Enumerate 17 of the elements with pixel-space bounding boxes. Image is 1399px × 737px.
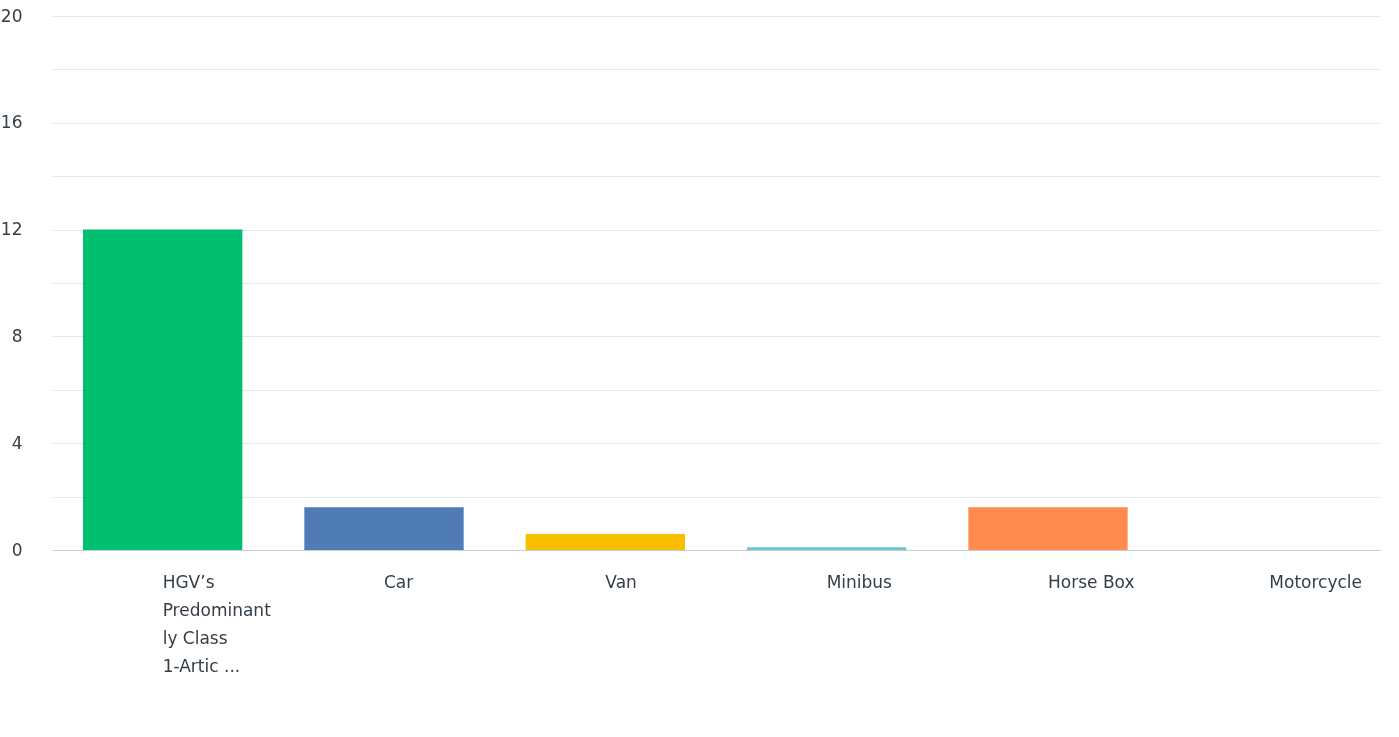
y-tick-label: 4	[11, 432, 23, 453]
y-tick-label: 8	[11, 325, 23, 346]
x-tick-label: Car	[384, 571, 414, 592]
bar	[746, 547, 907, 550]
bar	[968, 507, 1128, 550]
x-tick-label: Motorcycle	[1269, 571, 1363, 592]
y-tick-label: 20	[0, 5, 23, 26]
bar	[304, 507, 464, 550]
y-tick-label: 16	[0, 112, 23, 133]
x-tick-label: Van	[605, 571, 637, 592]
x-tick-label: Minibus	[826, 571, 893, 592]
bar	[82, 229, 243, 550]
bar	[525, 533, 686, 550]
y-tick-label: 12	[0, 219, 23, 240]
x-tick-label: Horse Box	[1048, 571, 1135, 592]
y-tick-label: 0	[11, 539, 23, 560]
x-tick-label: HGV’s Predominantly Class 1-Artic ...	[162, 571, 272, 676]
